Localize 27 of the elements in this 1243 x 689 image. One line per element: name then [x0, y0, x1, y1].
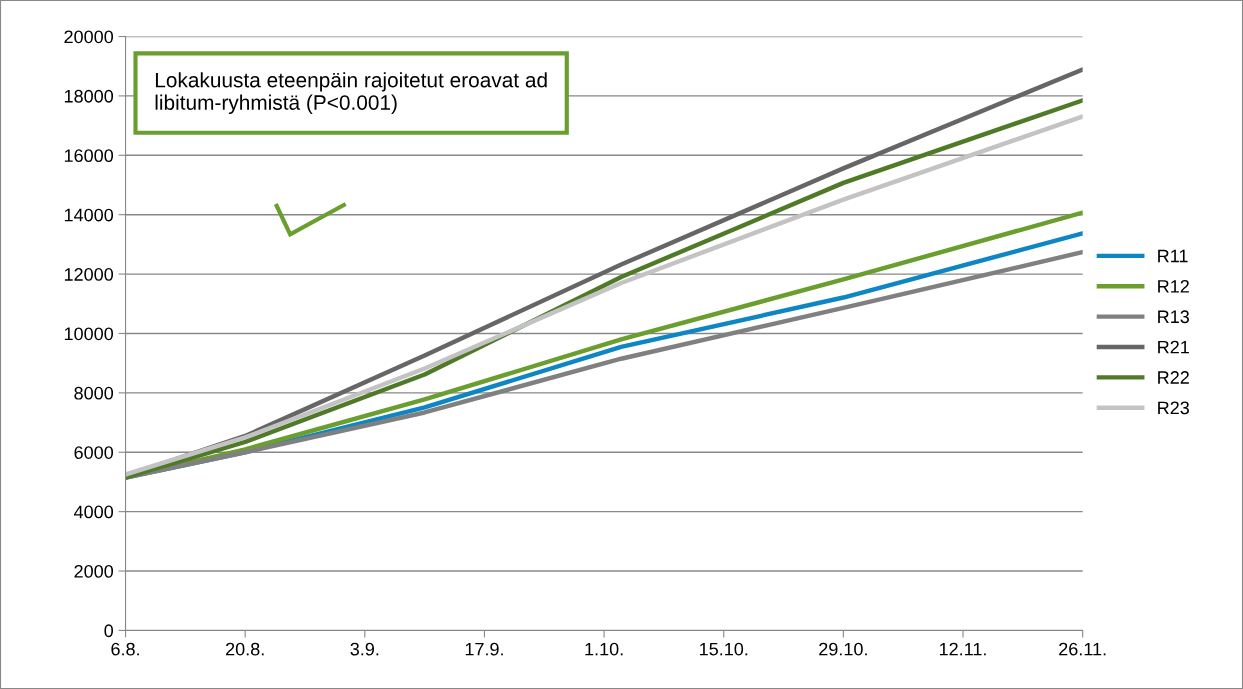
- x-tick-label: 1.10.: [585, 642, 623, 656]
- x-tick-label: 15.10.: [700, 642, 748, 656]
- y-tick-label: 2000: [74, 564, 114, 578]
- x-tick-label: 26.11.: [1059, 642, 1106, 656]
- y-tick-label: 0: [104, 624, 114, 638]
- y-tick-label: 20000: [64, 30, 114, 44]
- x-tick-label: 3.9.: [350, 642, 379, 656]
- x-tick-label: 29.10.: [819, 642, 867, 656]
- x-tick-label: 20.8.: [226, 642, 264, 656]
- legend-label: R11: [1158, 249, 1188, 263]
- y-tick-label: 8000: [74, 386, 114, 400]
- legend-label: R13: [1158, 310, 1190, 324]
- x-tick-label: 17.9.: [465, 642, 503, 656]
- y-tick-label: 10000: [64, 327, 114, 341]
- y-tick-label: 12000: [64, 268, 114, 281]
- y-tick-label: 6000: [74, 446, 114, 459]
- legend-label: R23: [1158, 401, 1190, 415]
- y-tick-label: 4000: [73, 505, 114, 519]
- legend-label: R21: [1158, 340, 1189, 354]
- legend-label: R12: [1158, 279, 1189, 293]
- y-tick-label: 14000: [64, 208, 114, 222]
- annotation: Lokakuusta eteenpäin rajoitetut eroavat ad libitum-ryhmistä (P<0.001): [155, 72, 547, 115]
- x-tick-label: 6.8.: [111, 642, 139, 656]
- y-tick-label: 18000: [64, 89, 114, 103]
- legend-label: R22: [1158, 371, 1189, 384]
- y-tick-label: 16000: [64, 149, 114, 163]
- x-tick-label: 12.11.: [939, 642, 986, 656]
